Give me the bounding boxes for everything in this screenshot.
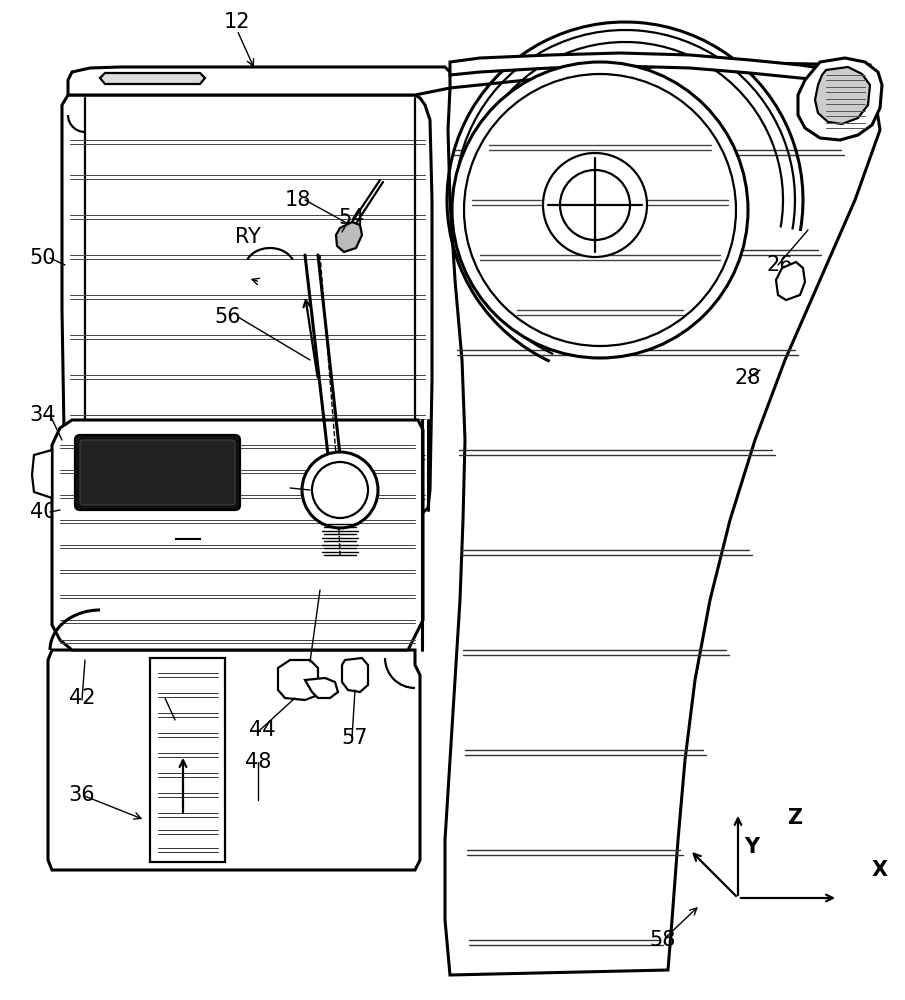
Polygon shape [815, 67, 870, 124]
Text: 54: 54 [338, 208, 366, 228]
Text: 52: 52 [175, 520, 201, 540]
Circle shape [302, 452, 378, 528]
Text: 36: 36 [69, 785, 95, 805]
Polygon shape [62, 95, 432, 515]
Text: 48: 48 [245, 752, 272, 772]
Text: 44: 44 [249, 720, 275, 740]
Polygon shape [776, 262, 805, 300]
Polygon shape [52, 420, 423, 650]
Polygon shape [450, 53, 820, 80]
Circle shape [543, 153, 647, 257]
Text: 34: 34 [30, 405, 56, 425]
Text: 26: 26 [767, 255, 794, 275]
Polygon shape [445, 62, 880, 975]
Text: 12: 12 [224, 12, 251, 32]
Polygon shape [48, 650, 420, 870]
Text: 18: 18 [285, 190, 311, 210]
Polygon shape [278, 660, 318, 700]
Polygon shape [150, 658, 225, 862]
Text: 50: 50 [30, 248, 56, 268]
FancyBboxPatch shape [80, 440, 235, 505]
Text: 28: 28 [735, 368, 761, 388]
Polygon shape [32, 450, 52, 498]
FancyBboxPatch shape [75, 435, 240, 510]
Text: 67: 67 [307, 580, 333, 600]
Circle shape [464, 74, 736, 346]
Text: 58: 58 [650, 930, 676, 950]
Text: 42: 42 [69, 688, 95, 708]
Text: Z: Z [787, 808, 803, 828]
Polygon shape [100, 73, 205, 84]
Polygon shape [798, 58, 882, 140]
Text: 56: 56 [214, 307, 242, 327]
Circle shape [312, 462, 368, 518]
Polygon shape [68, 67, 450, 95]
Polygon shape [336, 222, 362, 252]
Circle shape [452, 62, 748, 358]
Text: X: X [872, 860, 888, 880]
Polygon shape [342, 658, 368, 692]
Text: Y: Y [745, 837, 759, 857]
Text: RY: RY [235, 227, 261, 247]
Text: 57: 57 [342, 728, 368, 748]
Text: 40: 40 [30, 502, 56, 522]
Text: 46: 46 [148, 688, 176, 708]
Polygon shape [305, 678, 338, 698]
Circle shape [560, 170, 630, 240]
Text: 55: 55 [270, 478, 296, 498]
